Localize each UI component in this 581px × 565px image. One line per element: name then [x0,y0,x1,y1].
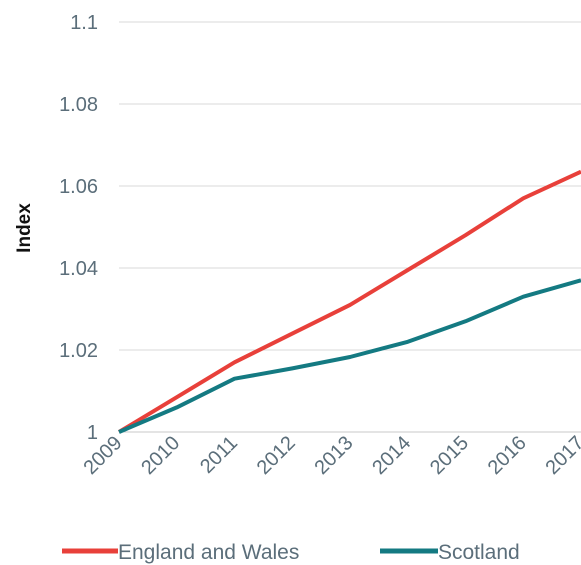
gridlines [119,21,581,433]
x-tick-label: 2015 [426,432,473,479]
series-line-england-and-wales [117,169,581,434]
legend-label: England and Wales [118,541,299,564]
x-tick-label: 2017 [542,432,581,479]
series-line-scotland [118,278,581,434]
y-axis-title: Index [14,203,35,253]
x-tick-label: 2011 [196,432,242,478]
y-tick-label: 1.1 [70,12,98,34]
y-tick-label: 1.08 [59,94,98,116]
y-axis-ticks: 1 1.02 1.04 1.06 1.08 1.1 [59,12,98,444]
legend: England and Wales Scotland [62,541,520,564]
x-tick-label: 2014 [368,432,415,479]
x-axis-ticks: 2009 2010 2011 2012 2013 2014 2015 2016 2017 [80,432,581,479]
x-tick-label: 2016 [484,432,531,479]
series-lines [117,169,581,434]
y-tick-label: 1 [87,422,98,444]
x-tick-label: 2012 [253,432,300,479]
x-tick-label: 2010 [137,432,184,479]
x-tick-label: 2013 [311,432,358,479]
y-tick-label: 1.06 [59,176,98,198]
y-tick-label: 1.04 [59,258,98,280]
y-tick-label: 1.02 [59,340,98,362]
legend-label: Scotland [438,541,520,564]
